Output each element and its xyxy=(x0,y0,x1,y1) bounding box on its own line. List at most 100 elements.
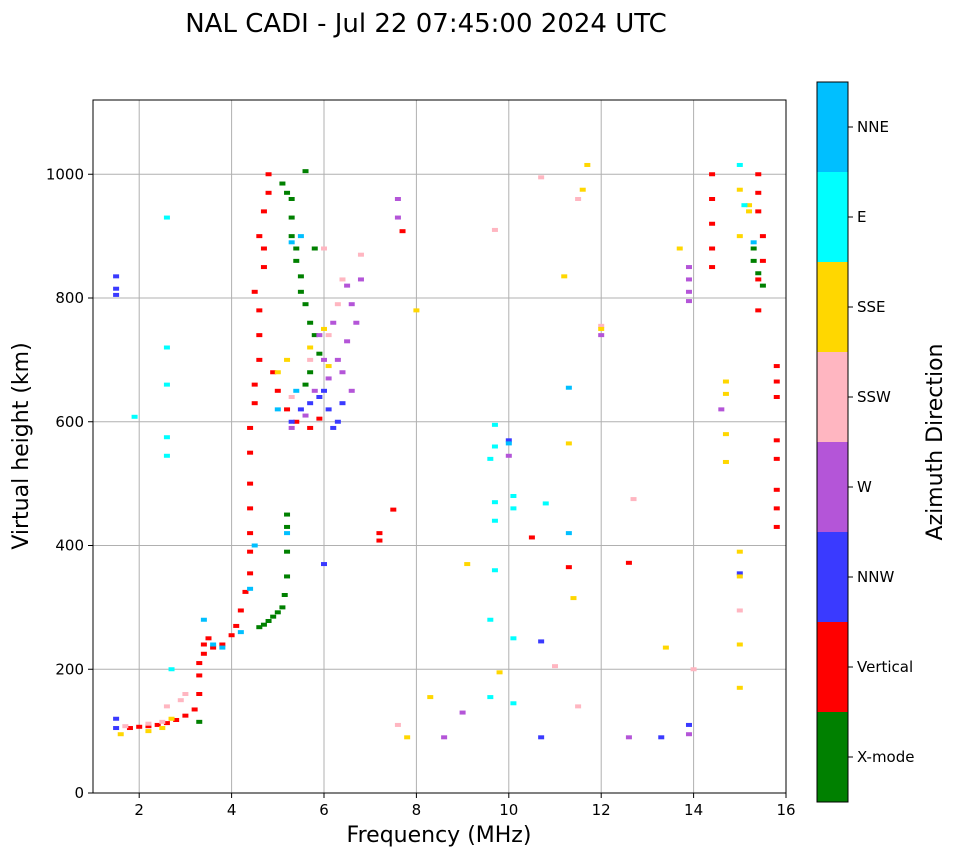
point-e xyxy=(131,414,138,419)
point-nne xyxy=(293,388,300,393)
point-sse xyxy=(746,203,753,208)
point-w xyxy=(348,302,355,307)
point-ssw xyxy=(307,357,314,362)
point-x-mode xyxy=(270,614,277,619)
colorbar-label-ssw: SSW xyxy=(857,388,891,406)
point-x-mode xyxy=(302,302,309,307)
point-x-mode xyxy=(302,169,309,174)
point-vertical xyxy=(256,234,263,239)
point-ssw xyxy=(288,395,295,399)
point-sse xyxy=(579,187,586,192)
point-x-mode xyxy=(311,333,318,338)
point-x-mode xyxy=(302,382,309,387)
point-vertical xyxy=(293,419,300,424)
x-tick-label: 12 xyxy=(592,801,611,819)
point-w xyxy=(598,333,605,338)
point-nnw xyxy=(325,407,332,412)
point-nne xyxy=(565,385,572,390)
point-nnw xyxy=(321,562,327,567)
point-sse xyxy=(159,726,166,731)
point-nnw xyxy=(113,716,120,721)
point-sse xyxy=(464,562,471,567)
point-ssw xyxy=(690,667,697,672)
point-vertical xyxy=(376,531,383,536)
y-tick-label: 0 xyxy=(74,784,84,802)
point-e xyxy=(510,701,517,706)
point-vertical xyxy=(399,229,406,234)
point-sse xyxy=(404,735,411,740)
point-e xyxy=(163,382,170,387)
point-x-mode xyxy=(196,719,203,724)
point-w xyxy=(505,453,512,458)
point-vertical xyxy=(247,481,254,486)
point-vertical xyxy=(265,190,272,195)
point-w xyxy=(311,388,318,393)
point-ssw xyxy=(630,497,637,502)
point-ssw xyxy=(122,724,129,729)
point-vertical xyxy=(233,623,240,628)
point-x-mode xyxy=(293,258,300,263)
point-x-mode xyxy=(284,574,291,579)
point-vertical xyxy=(773,506,780,511)
point-x-mode xyxy=(284,549,291,554)
point-x-mode xyxy=(288,234,295,239)
point-nne xyxy=(237,630,244,635)
colorbar-label: Azimuth Direction xyxy=(923,343,948,540)
point-e xyxy=(491,518,498,523)
point-e xyxy=(542,501,549,506)
colorbar-label-e: E xyxy=(857,208,866,226)
point-nnw xyxy=(658,735,665,740)
point-x-mode xyxy=(307,370,314,375)
colorbar-label-sse: SSE xyxy=(857,298,886,316)
point-sse xyxy=(722,432,729,437)
point-vertical xyxy=(256,308,263,313)
point-ssw xyxy=(321,246,327,251)
point-x-mode xyxy=(284,512,291,517)
point-ssw xyxy=(334,302,341,307)
point-vertical xyxy=(773,456,780,461)
colorbar-segment xyxy=(817,352,848,442)
point-nnw xyxy=(330,425,337,430)
point-vertical xyxy=(709,221,716,226)
point-w xyxy=(353,320,360,325)
point-w xyxy=(321,357,327,362)
point-ssw xyxy=(325,333,332,338)
point-sse xyxy=(496,670,503,675)
point-x-mode xyxy=(750,246,757,251)
point-nnw xyxy=(334,419,341,424)
point-vertical xyxy=(210,645,217,650)
point-vertical xyxy=(709,265,716,270)
colorbar-label-vertical: Vertical xyxy=(857,658,913,676)
point-w xyxy=(685,265,692,270)
point-nnw xyxy=(113,292,120,297)
plot-area xyxy=(93,100,786,793)
point-ssw xyxy=(394,722,401,727)
x-tick-label: 8 xyxy=(412,801,422,819)
point-w xyxy=(625,735,632,740)
point-sse xyxy=(321,326,327,331)
point-vertical xyxy=(265,172,272,177)
point-vertical xyxy=(755,277,762,282)
point-vertical xyxy=(755,172,762,177)
point-e xyxy=(491,422,498,427)
point-sse xyxy=(722,379,729,384)
x-tick-label: 14 xyxy=(684,801,703,819)
point-x-mode xyxy=(759,283,766,288)
point-vertical xyxy=(260,246,267,251)
point-nnw xyxy=(538,639,545,644)
point-sse xyxy=(565,441,572,446)
colorbar-segment xyxy=(817,172,848,262)
point-sse xyxy=(284,357,291,362)
point-vertical xyxy=(219,642,226,647)
point-nnw xyxy=(113,274,120,279)
point-vertical xyxy=(773,379,780,384)
point-vertical xyxy=(196,661,203,666)
point-vertical xyxy=(755,308,762,313)
point-nne xyxy=(565,531,572,536)
point-nne xyxy=(251,543,258,548)
point-vertical xyxy=(773,438,780,443)
colorbar-segment xyxy=(817,532,848,622)
point-nnw xyxy=(113,286,120,291)
point-sse xyxy=(736,234,743,239)
